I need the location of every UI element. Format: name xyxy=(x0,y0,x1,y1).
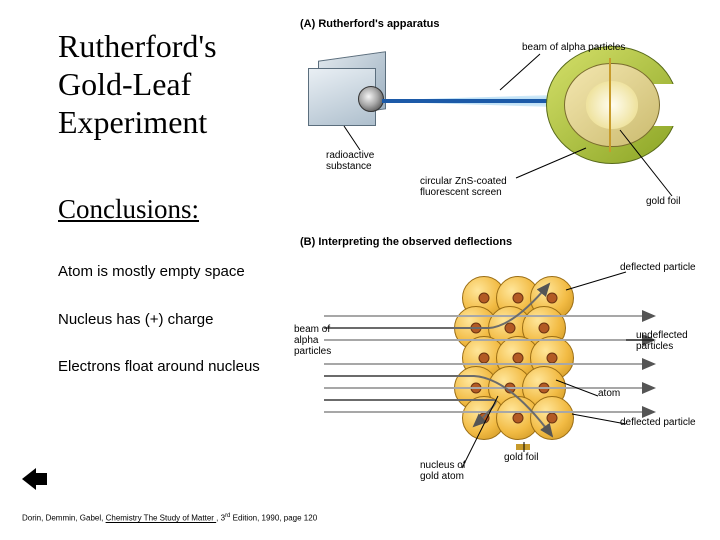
conclusion-item: Atom is mostly empty space xyxy=(58,262,260,282)
callout-beam: beam of alpha particles xyxy=(522,42,625,53)
conclusion-item: Nucleus has (+) charge xyxy=(58,310,260,330)
conclusions-list: Atom is mostly empty space Nucleus has (… xyxy=(58,262,260,405)
figure-b-leaders xyxy=(290,236,700,486)
slide: Rutherford's Gold-Leaf Experiment Conclu… xyxy=(0,0,720,540)
figure-b-deflections: (B) Interpreting the observed deflection… xyxy=(290,236,700,486)
title-line-3: Experiment xyxy=(58,104,207,140)
slide-title: Rutherford's Gold-Leaf Experiment xyxy=(58,28,217,141)
callout-beam-b: beam of alpha particles xyxy=(294,324,331,357)
citation-rest2: Edition, 1990, page 120 xyxy=(230,514,317,523)
callout-deflected-down: deflected particle xyxy=(620,417,696,428)
conclusion-item: Electrons float around nucleus xyxy=(58,357,260,377)
figure-a-apparatus: (A) Rutherford's apparatus beam of alpha… xyxy=(290,18,700,218)
citation-title: Chemistry The Study of Matter xyxy=(106,514,217,523)
callout-gold-foil-b: gold foil xyxy=(504,452,538,463)
callout-atom: atom xyxy=(598,388,620,399)
title-line-1: Rutherford's xyxy=(58,28,217,64)
conclusions-heading: Conclusions: xyxy=(58,194,199,225)
citation: Dorin, Demmin, Gabel, Chemistry The Stud… xyxy=(22,513,317,523)
callout-screen: circular ZnS-coated fluorescent screen xyxy=(420,176,507,198)
title-line-2: Gold-Leaf xyxy=(58,66,191,102)
callout-radioactive: radioactive substance xyxy=(326,150,374,172)
callout-deflected-up: deflected particle xyxy=(620,262,696,273)
callout-nucleus: nucleus of gold atom xyxy=(420,460,466,482)
prev-slide-icon[interactable] xyxy=(22,468,48,490)
citation-rest1: , 3 xyxy=(216,514,225,523)
citation-authors: Dorin, Demmin, Gabel, xyxy=(22,514,106,523)
callout-undeflected: undeflected particles xyxy=(636,330,688,352)
callout-gold-foil-a: gold foil xyxy=(646,196,680,207)
